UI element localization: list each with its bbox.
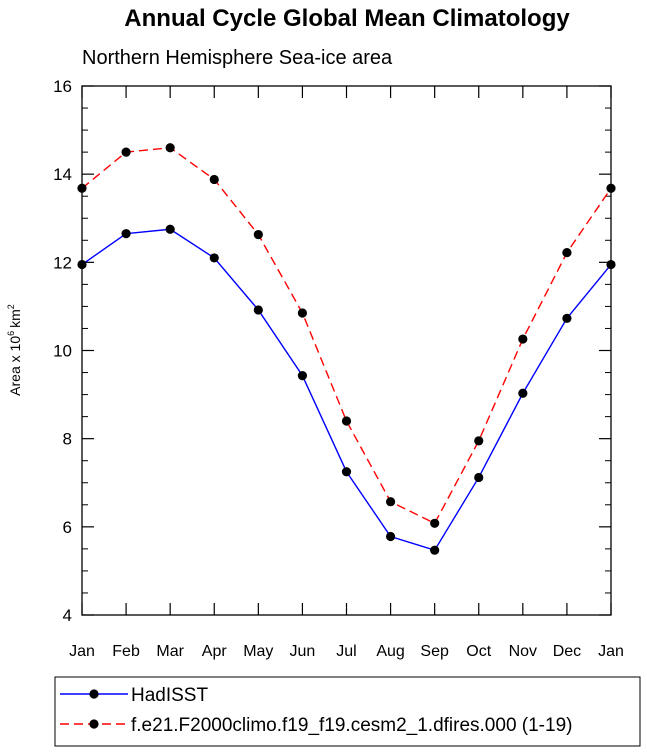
- x-tick-label: Jun: [290, 643, 316, 660]
- x-tick-label: Aug: [376, 643, 404, 660]
- data-point: [253, 305, 263, 315]
- y-axis: 4 6 8 10 12 14 16: [53, 77, 611, 625]
- x-tick-label: Oct: [466, 643, 491, 660]
- data-point: [518, 388, 528, 398]
- data-point: [474, 472, 484, 483]
- legend-box: [54, 676, 641, 747]
- data-point: [121, 229, 131, 239]
- data-point: [385, 531, 396, 542]
- x-tick-label: Jul: [336, 643, 356, 660]
- y-tick-label: 14: [53, 165, 72, 184]
- y-axis-label: Area x 106km2: [6, 304, 23, 396]
- x-tick-label: Dec: [553, 643, 581, 660]
- data-point: [474, 436, 484, 446]
- x-tick-label: Sep: [420, 643, 449, 660]
- x-tick-label: Apr: [202, 643, 228, 660]
- data-point: [77, 259, 87, 270]
- x-tick-label: Jan: [69, 643, 95, 660]
- data-point: [297, 308, 308, 318]
- y-tick-label: 4: [63, 606, 72, 625]
- data-point: [165, 224, 175, 234]
- x-tick-label: Jan: [598, 643, 624, 660]
- x-axis: Jan Feb Mar Apr May Jun Jul Aug Sep Oct Nov Dec Jan: [69, 86, 624, 660]
- series-line-2: [81, 146, 612, 525]
- data-point: [77, 183, 87, 193]
- legend-marker: [89, 719, 99, 729]
- data-point: [209, 174, 219, 185]
- series-layer: [77, 143, 616, 555]
- x-tick-label: Nov: [509, 643, 537, 660]
- data-point: [253, 229, 263, 240]
- legend-label: f.e21.F2000climo.f19_f19.cesm2_1.dfires.…: [131, 715, 572, 736]
- data-point: [606, 259, 616, 270]
- series-line-1: [81, 228, 612, 552]
- plot-frame: [81, 85, 612, 616]
- data-point: [606, 183, 616, 193]
- legend-label: HadISST: [131, 685, 208, 706]
- data-point: [518, 334, 528, 344]
- x-tick-label: Feb: [112, 643, 140, 660]
- x-tick-label: Mar: [156, 643, 184, 660]
- legend-marker: [89, 689, 99, 699]
- data-point: [341, 416, 352, 426]
- data-point: [165, 143, 175, 153]
- y-tick-label: 12: [53, 253, 72, 272]
- x-tick-label: May: [243, 643, 273, 660]
- data-point: [562, 313, 572, 323]
- data-point: [121, 147, 131, 157]
- data-point: [297, 371, 308, 381]
- chart-subtitle: Northern Hemisphere Sea-ice area: [82, 47, 393, 69]
- data-point: [209, 253, 219, 263]
- y-tick-label: 10: [53, 342, 72, 361]
- data-point: [385, 497, 396, 507]
- chart-title: Annual Cycle Global Mean Climatology: [124, 5, 570, 32]
- data-point: [430, 545, 440, 555]
- y-tick-label: 6: [63, 518, 72, 537]
- y-tick-label: 8: [63, 430, 72, 449]
- data-point: [562, 248, 572, 258]
- data-point: [341, 467, 352, 477]
- y-tick-label: 16: [53, 77, 72, 96]
- data-point: [430, 518, 440, 528]
- legend: HadISST f.e21.F2000climo.f19_f19.cesm2_1.…: [60, 685, 572, 736]
